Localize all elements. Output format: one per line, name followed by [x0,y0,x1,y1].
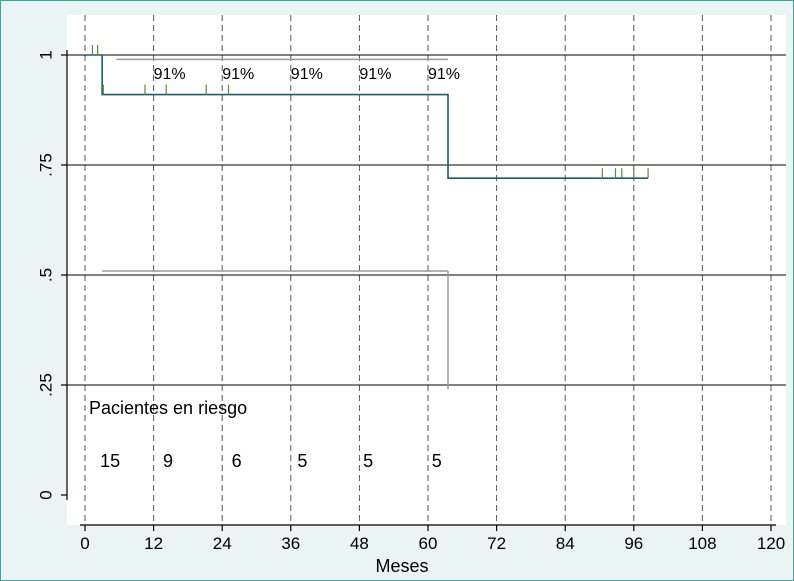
x-tick-label: 48 [350,534,369,553]
survival-annotation: 91% [222,66,254,83]
x-tick-label: 0 [80,534,89,553]
risk-count: 6 [232,451,242,471]
reference-lines [102,58,449,390]
x-tick-label: 36 [281,534,300,553]
x-tick-label: 60 [419,534,438,553]
x-tick-label: 108 [688,534,716,553]
survival-curve [85,54,649,179]
risk-count: 9 [163,451,173,471]
y-tick-label: 0 [36,490,55,499]
x-tick-label: 84 [556,534,575,553]
x-axis-label: Meses [375,556,428,576]
x-tick-label: 12 [144,534,163,553]
survival-annotation: 91% [291,66,323,83]
risk-table: Pacientes en riesgo 15 9 6 5 5 5 [89,398,442,471]
survival-annotation: 91% [359,66,391,83]
x-tick-label: 120 [757,534,785,553]
y-tick-label: .25 [36,373,55,397]
risk-count: 15 [100,451,120,471]
risk-table-title: Pacientes en riesgo [89,398,247,418]
risk-count: 5 [363,451,373,471]
y-tick-label: 1 [36,50,55,59]
risk-count: 5 [297,451,307,471]
x-tick-label: 24 [213,534,232,553]
y-tick-label: .75 [36,153,55,177]
horizontal-grid [67,54,786,386]
censor-marks [91,45,649,179]
x-tick-label: 96 [624,534,643,553]
plot-area [67,15,786,525]
survival-annotation: 91% [428,66,460,83]
risk-count: 5 [432,451,442,471]
x-tick-label: 72 [487,534,506,553]
survival-line [85,54,649,179]
survival-annotation: 91% [154,66,186,83]
survival-annotations: 91% 91% 91% 91% 91% [154,66,460,83]
vertical-grid [84,15,772,525]
y-tick-label: .5 [36,268,55,282]
